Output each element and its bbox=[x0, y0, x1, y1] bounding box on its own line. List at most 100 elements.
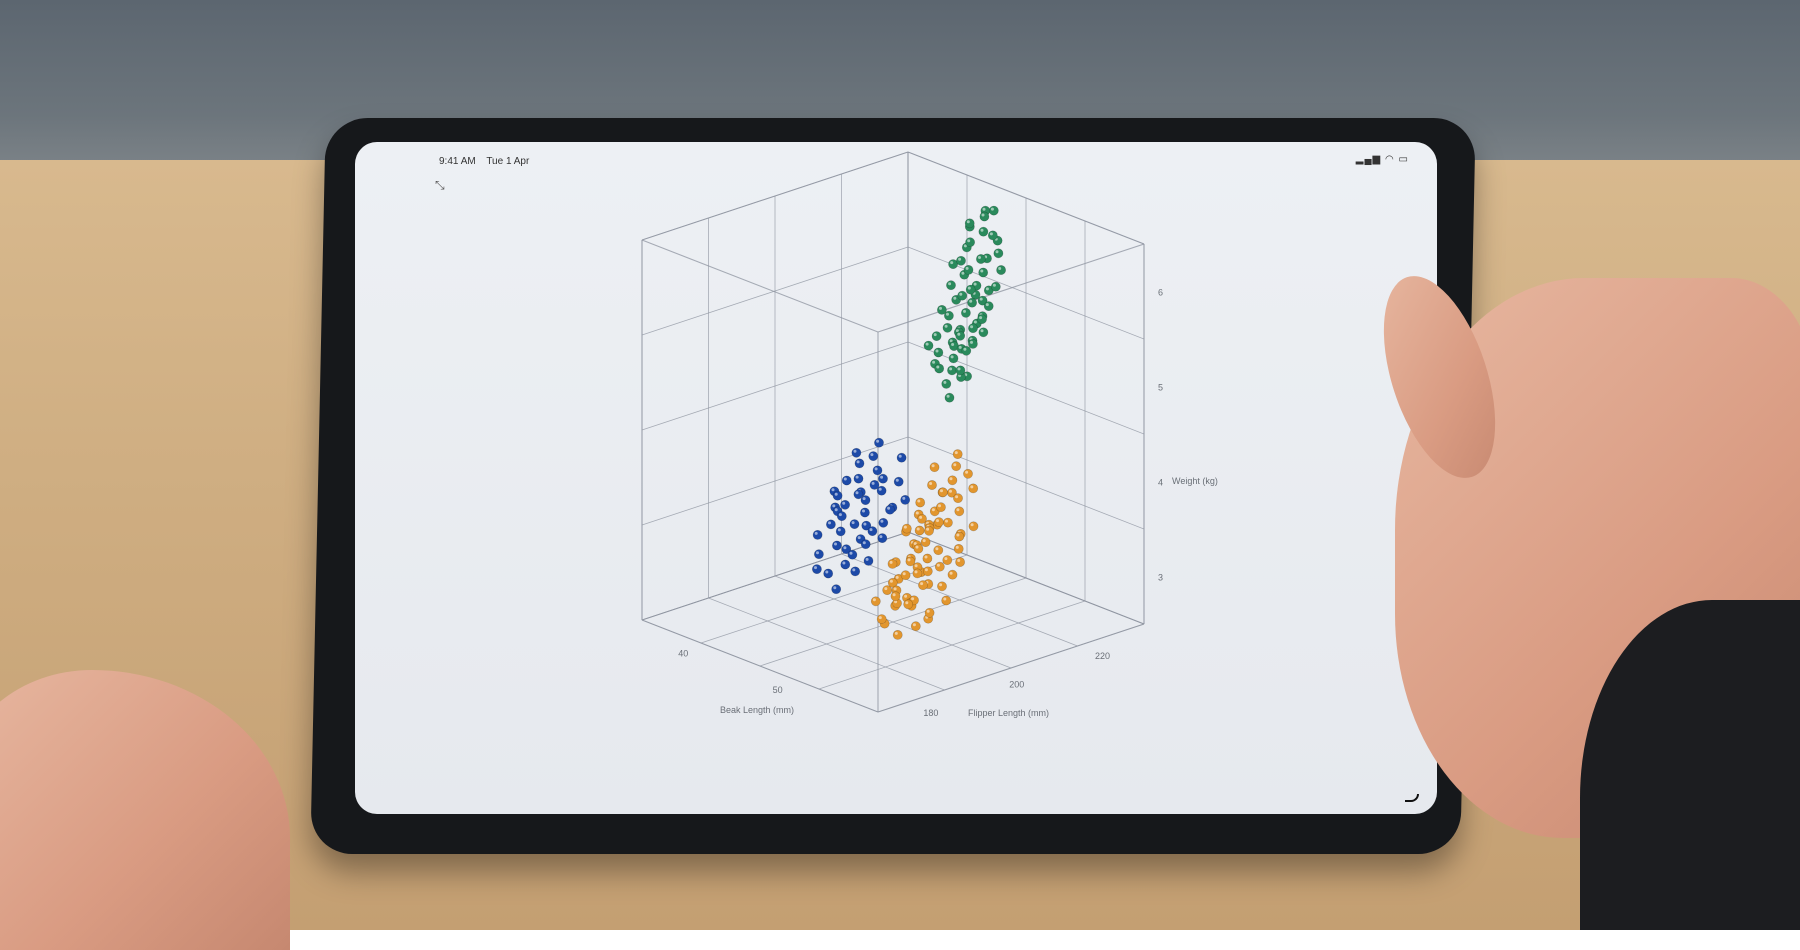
data-point-series-0 bbox=[910, 621, 921, 632]
data-point-series-1 bbox=[946, 280, 956, 291]
data-point-series-1 bbox=[942, 322, 953, 333]
x-tick-label: 40 bbox=[678, 648, 688, 658]
data-point-series-2 bbox=[832, 490, 843, 501]
data-point-highlight bbox=[982, 207, 986, 211]
data-point-highlight bbox=[995, 250, 999, 254]
data-point-highlight bbox=[963, 244, 967, 248]
data-point-highlight bbox=[853, 449, 857, 453]
data-point-highlight bbox=[874, 467, 878, 471]
data-point-series-2 bbox=[850, 566, 861, 577]
data-point-highlight bbox=[973, 320, 977, 324]
data-point-series-0 bbox=[953, 544, 964, 554]
data-point-series-2 bbox=[874, 437, 884, 448]
data-point-series-1 bbox=[923, 340, 934, 351]
data-point-highlight bbox=[816, 551, 819, 555]
data-point-series-1 bbox=[977, 314, 987, 324]
data-point-series-0 bbox=[934, 561, 945, 572]
data-point-series-1 bbox=[965, 237, 975, 248]
collapse-arrows-icon[interactable]: ⤡ bbox=[435, 178, 445, 192]
data-point-highlight bbox=[963, 309, 966, 313]
data-point-highlight bbox=[913, 542, 917, 546]
data-point-highlight bbox=[935, 547, 939, 551]
data-point-highlight bbox=[892, 593, 896, 597]
data-point-highlight bbox=[831, 488, 835, 492]
data-point-highlight bbox=[949, 477, 953, 481]
data-point-series-1 bbox=[944, 310, 954, 321]
data-point-series-2 bbox=[840, 499, 850, 510]
data-point-highlight bbox=[935, 349, 939, 353]
cube-edges bbox=[641, 151, 1145, 713]
data-point-series-2 bbox=[860, 507, 870, 518]
cube-edge-line bbox=[907, 531, 1145, 625]
cube-edge-line bbox=[641, 239, 879, 333]
data-point-highlight bbox=[980, 228, 984, 232]
data-point-highlight bbox=[980, 329, 984, 333]
data-point-series-2 bbox=[851, 447, 862, 458]
data-point-highlight bbox=[958, 345, 962, 349]
data-point-highlight bbox=[939, 583, 943, 587]
data-point-series-2 bbox=[878, 473, 888, 484]
data-point-highlight bbox=[931, 464, 935, 468]
status-time: 9:41 AM bbox=[439, 156, 476, 167]
data-point-series-2 bbox=[823, 568, 834, 579]
data-point-highlight bbox=[955, 495, 959, 499]
data-point-series-2 bbox=[878, 517, 889, 528]
data-point-series-1 bbox=[978, 226, 989, 237]
data-point-series-0 bbox=[914, 525, 925, 536]
data-point-series-2 bbox=[867, 526, 878, 536]
data-point-highlight bbox=[955, 329, 959, 333]
data-point-highlight bbox=[967, 286, 971, 290]
data-point-highlight bbox=[957, 559, 961, 562]
data-point-highlight bbox=[965, 470, 969, 474]
data-point-highlight bbox=[954, 451, 958, 455]
data-point-series-1 bbox=[988, 205, 999, 216]
data-point-series-0 bbox=[922, 566, 933, 577]
data-point-highlight bbox=[862, 541, 866, 545]
y-tick-label: 4 bbox=[1158, 478, 1163, 488]
data-point-highlight bbox=[902, 572, 906, 576]
data-point-highlight bbox=[985, 303, 989, 307]
data-point-highlight bbox=[938, 504, 941, 508]
data-point-highlight bbox=[814, 566, 817, 570]
scatter-3d-chart[interactable]: Beak Length (mm) Flipper Length (mm) Wei… bbox=[0, 0, 1800, 930]
data-point-highlight bbox=[915, 511, 919, 515]
data-point-highlight bbox=[970, 340, 973, 344]
data-point-highlight bbox=[825, 570, 829, 574]
data-point-highlight bbox=[949, 339, 953, 343]
data-point-highlight bbox=[895, 478, 899, 482]
data-point-highlight bbox=[926, 527, 930, 531]
data-point-highlight bbox=[970, 523, 974, 527]
data-point-highlight bbox=[856, 460, 860, 464]
data-point-series-1 bbox=[931, 331, 942, 341]
data-point-series-0 bbox=[900, 570, 911, 581]
data-point-highlight bbox=[943, 597, 947, 601]
data-point-highlight bbox=[855, 491, 859, 495]
data-point-highlight bbox=[862, 497, 866, 501]
data-point-series-0 bbox=[947, 569, 958, 580]
data-point-series-1 bbox=[968, 323, 978, 334]
data-point-series-1 bbox=[948, 353, 959, 364]
data-point-highlight bbox=[863, 522, 867, 526]
data-point-highlight bbox=[838, 513, 842, 517]
cube-edge-line bbox=[641, 151, 909, 241]
data-point-series-0 bbox=[968, 521, 979, 532]
data-point-highlight bbox=[956, 533, 960, 537]
data-point-highlight bbox=[878, 616, 882, 620]
data-point-highlight bbox=[933, 333, 937, 337]
data-point-series-2 bbox=[826, 519, 836, 530]
data-point-highlight bbox=[946, 312, 949, 316]
data-point-highlight bbox=[872, 598, 876, 602]
y-tick-label: 3 bbox=[1158, 573, 1163, 583]
data-point-series-1 bbox=[955, 330, 966, 341]
data-point-series-0 bbox=[953, 493, 963, 504]
y-tick-label: 5 bbox=[1158, 383, 1163, 393]
status-indicators: ▂▄▆ ◠ ▭ bbox=[1356, 154, 1409, 165]
data-point-highlight bbox=[998, 267, 1002, 270]
data-point-highlight bbox=[843, 546, 847, 550]
z-tick-label: 220 bbox=[1095, 651, 1110, 661]
data-point-series-0 bbox=[927, 480, 937, 490]
data-point-highlight bbox=[914, 570, 918, 574]
data-point-highlight bbox=[969, 299, 973, 303]
data-point-highlight bbox=[929, 482, 933, 485]
